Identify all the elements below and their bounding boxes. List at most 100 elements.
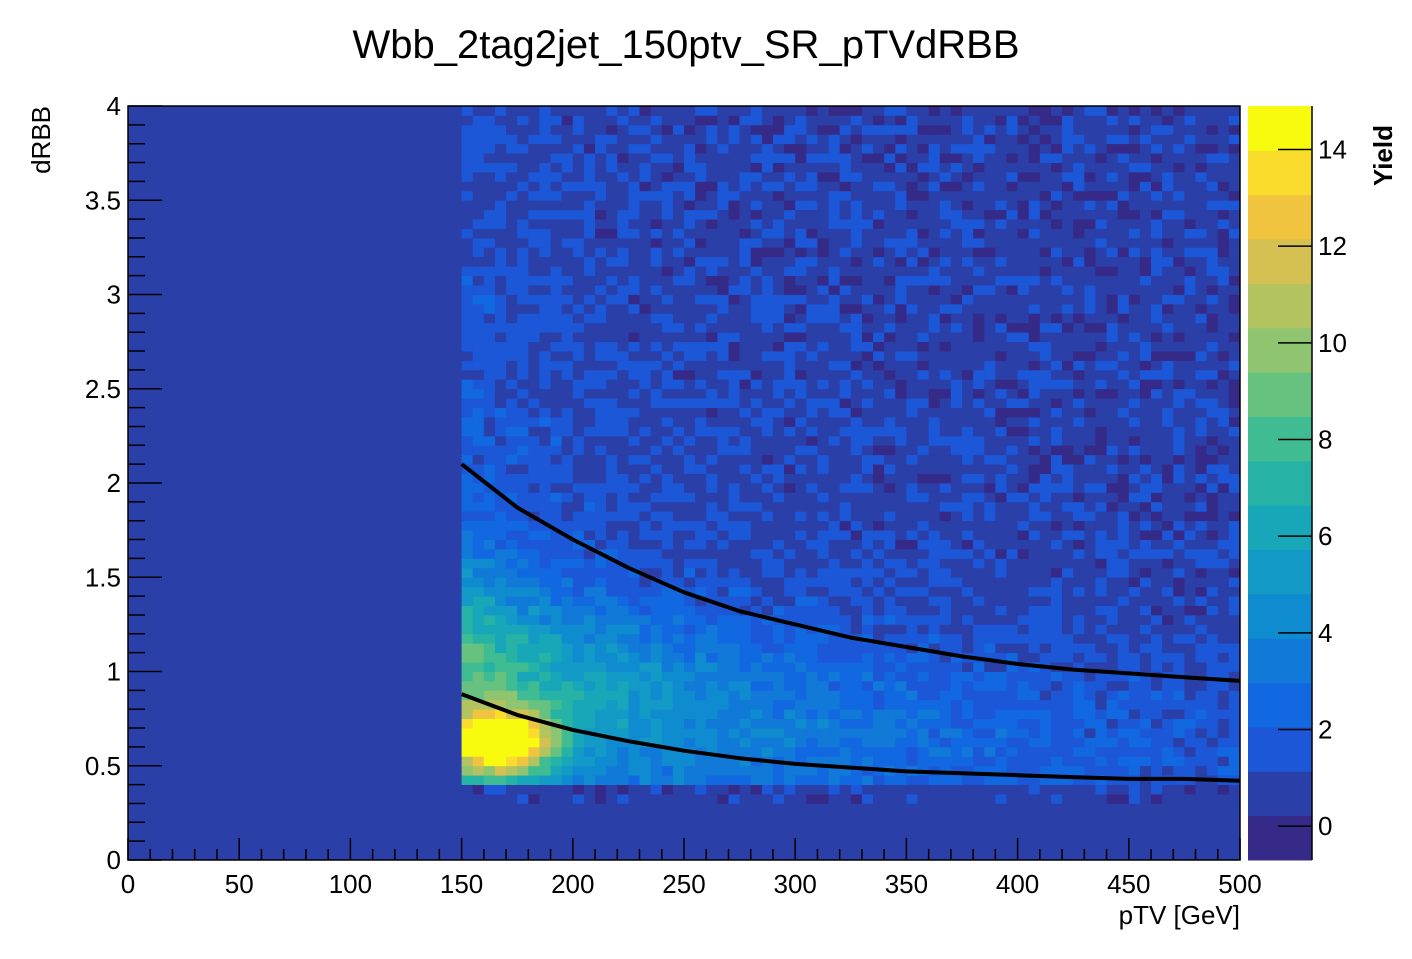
heatmap-cell — [461, 539, 474, 550]
heatmap-cell — [884, 303, 896, 314]
heatmap-cell — [973, 134, 985, 145]
heatmap-cell — [617, 426, 629, 437]
heatmap-cell — [895, 746, 907, 757]
heatmap-cell — [795, 483, 807, 493]
heatmap-cell — [628, 539, 640, 550]
heatmap-cell — [1173, 190, 1185, 201]
heatmap-cell — [1139, 718, 1152, 729]
heatmap-cell — [1039, 794, 1052, 804]
heatmap-cell — [472, 765, 485, 776]
heatmap-cell — [1151, 567, 1163, 578]
heatmap-cell — [528, 237, 540, 248]
heatmap-cell — [1073, 473, 1085, 484]
heatmap-cell — [939, 303, 952, 314]
heatmap-cell — [839, 454, 852, 465]
heatmap-cell — [1128, 360, 1141, 371]
heatmap-cell — [806, 388, 818, 399]
heatmap-cell — [861, 746, 874, 757]
heatmap-cell — [1195, 624, 1208, 635]
heatmap-cell — [728, 285, 740, 295]
heatmap-cell — [583, 652, 596, 663]
heatmap-cell — [1028, 548, 1041, 559]
heatmap-cell — [761, 511, 774, 522]
heatmap-cell — [1139, 228, 1152, 239]
heatmap-cell — [995, 237, 1007, 248]
heatmap-cell — [906, 219, 918, 229]
heatmap-cell — [828, 558, 841, 569]
heatmap-cell — [1128, 511, 1141, 522]
heatmap-cell — [1151, 398, 1163, 408]
heatmap-cell — [950, 586, 963, 597]
heatmap-cell — [539, 200, 551, 211]
heatmap-cell — [1050, 445, 1063, 456]
heatmap-cell — [939, 171, 952, 182]
heatmap-cell — [1128, 614, 1141, 625]
heatmap-cell — [717, 756, 729, 767]
heatmap-cell — [606, 256, 618, 267]
heatmap-cell — [1117, 426, 1130, 437]
heatmap-cell — [928, 285, 941, 295]
heatmap-cell — [506, 596, 518, 606]
heatmap-cell — [517, 464, 529, 474]
heatmap-cell — [939, 124, 952, 135]
heatmap-cell — [461, 652, 474, 663]
heatmap-cell — [850, 285, 863, 295]
heatmap-cell — [561, 718, 574, 729]
heatmap-cell — [850, 379, 863, 390]
heatmap-cell — [761, 303, 774, 314]
heatmap-cell — [717, 379, 729, 390]
heatmap-cell — [472, 351, 485, 361]
heatmap-cell — [1017, 398, 1030, 408]
heatmap-cell — [650, 662, 663, 672]
heatmap-cell — [1139, 728, 1152, 738]
heatmap-cell — [539, 680, 551, 691]
heatmap-cell — [639, 765, 652, 776]
heatmap-cell — [494, 190, 507, 201]
heatmap-cell — [661, 426, 674, 437]
heatmap-cell — [1050, 285, 1063, 295]
heatmap-cell — [850, 228, 863, 239]
heatmap-cell — [1050, 784, 1063, 795]
heatmap-cell — [684, 643, 696, 654]
heatmap-cell — [628, 728, 640, 738]
heatmap-cell — [583, 143, 596, 154]
heatmap-cell — [628, 492, 640, 503]
heatmap-cell — [1106, 115, 1119, 126]
heatmap-cell — [483, 106, 496, 116]
heatmap-cell — [1073, 285, 1085, 295]
heatmap-cell — [1028, 709, 1041, 720]
heatmap-cell — [995, 775, 1007, 785]
heatmap-cell — [1062, 624, 1074, 635]
heatmap-cell — [917, 596, 930, 606]
heatmap-cell — [928, 464, 941, 474]
heatmap-cell — [494, 605, 507, 616]
heatmap-cell — [517, 558, 529, 569]
heatmap-cell — [1006, 746, 1018, 757]
heatmap-cell — [950, 567, 963, 578]
heatmap-cell — [1006, 219, 1018, 229]
heatmap-cell — [1084, 596, 1096, 606]
heatmap-cell — [739, 209, 752, 220]
heatmap-cell — [628, 171, 640, 182]
heatmap-cell — [595, 737, 607, 748]
heatmap-cell — [739, 530, 752, 540]
heatmap-cell — [784, 275, 796, 286]
heatmap-cell — [1128, 228, 1141, 239]
heatmap-cell — [1106, 285, 1119, 295]
heatmap-cell — [1139, 322, 1152, 333]
heatmap-cell — [795, 341, 807, 352]
heatmap-cell — [984, 699, 996, 710]
heatmap-cell — [1162, 143, 1174, 154]
heatmap-cell — [806, 341, 818, 352]
heatmap-cell — [628, 709, 640, 720]
heatmap-cell — [583, 699, 596, 710]
heatmap-cell — [472, 209, 485, 220]
heatmap-cell — [906, 548, 918, 559]
heatmap-cell — [1106, 379, 1119, 390]
heatmap-cell — [917, 548, 930, 559]
heatmap-cell — [595, 756, 607, 767]
heatmap-cell — [1073, 379, 1085, 390]
heatmap-cell — [517, 351, 529, 361]
heatmap-cell — [528, 294, 540, 305]
heatmap-cell — [461, 530, 474, 540]
